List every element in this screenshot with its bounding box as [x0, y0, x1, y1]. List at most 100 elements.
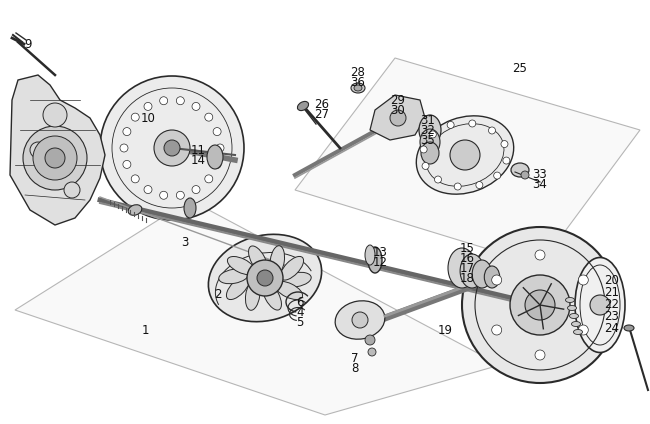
Ellipse shape [263, 283, 281, 310]
Text: 18: 18 [460, 271, 474, 285]
Circle shape [590, 295, 610, 315]
Polygon shape [10, 75, 105, 225]
Circle shape [390, 110, 406, 126]
Text: 19: 19 [437, 324, 452, 337]
Ellipse shape [227, 257, 255, 275]
Circle shape [120, 144, 128, 152]
Circle shape [430, 131, 436, 138]
Ellipse shape [270, 246, 285, 276]
Text: 15: 15 [460, 242, 474, 254]
Text: 1: 1 [141, 324, 149, 337]
Circle shape [205, 175, 213, 183]
Text: 29: 29 [391, 94, 406, 106]
Circle shape [213, 160, 221, 168]
Circle shape [535, 350, 545, 360]
Circle shape [100, 76, 244, 220]
Ellipse shape [335, 301, 385, 339]
Ellipse shape [573, 329, 582, 335]
Circle shape [422, 162, 429, 170]
Text: 31: 31 [421, 114, 436, 126]
Polygon shape [15, 200, 500, 415]
Text: 14: 14 [190, 153, 205, 167]
Circle shape [43, 103, 67, 127]
Ellipse shape [566, 298, 575, 302]
Ellipse shape [472, 260, 492, 288]
Text: 26: 26 [315, 98, 330, 111]
Text: 28: 28 [350, 65, 365, 78]
Text: 21: 21 [604, 285, 619, 298]
Ellipse shape [569, 313, 578, 318]
Ellipse shape [226, 276, 250, 300]
Ellipse shape [420, 129, 440, 155]
Circle shape [510, 275, 570, 335]
Text: 23: 23 [604, 310, 619, 323]
Circle shape [144, 103, 152, 110]
Text: 22: 22 [604, 298, 619, 310]
Circle shape [525, 290, 555, 320]
Circle shape [131, 175, 139, 183]
Ellipse shape [365, 245, 375, 265]
Circle shape [450, 140, 480, 170]
Ellipse shape [209, 234, 322, 322]
Ellipse shape [448, 248, 476, 288]
Circle shape [144, 186, 152, 194]
Circle shape [257, 270, 273, 286]
Circle shape [365, 335, 375, 345]
Circle shape [368, 348, 376, 356]
Ellipse shape [460, 254, 484, 288]
Ellipse shape [511, 163, 529, 177]
Text: 11: 11 [190, 143, 205, 156]
Circle shape [205, 113, 213, 121]
Ellipse shape [368, 247, 382, 273]
Circle shape [578, 275, 588, 285]
Circle shape [23, 126, 87, 190]
Circle shape [123, 160, 131, 168]
Text: 6: 6 [296, 296, 304, 310]
Circle shape [176, 97, 185, 105]
Text: 4: 4 [296, 307, 304, 320]
Text: 32: 32 [421, 123, 436, 137]
Circle shape [216, 144, 224, 152]
Circle shape [420, 146, 427, 153]
Ellipse shape [275, 281, 303, 299]
Circle shape [493, 172, 501, 179]
Ellipse shape [354, 85, 362, 91]
Circle shape [447, 121, 454, 128]
Text: 5: 5 [296, 316, 304, 329]
Text: 20: 20 [604, 273, 619, 287]
Circle shape [352, 312, 368, 328]
Circle shape [434, 176, 441, 183]
Text: 8: 8 [351, 362, 359, 374]
Ellipse shape [281, 272, 311, 287]
Text: 33: 33 [532, 168, 547, 181]
Ellipse shape [207, 145, 223, 169]
Circle shape [491, 325, 502, 335]
Text: 17: 17 [460, 262, 474, 274]
Text: 12: 12 [372, 257, 387, 270]
Circle shape [578, 325, 588, 335]
Ellipse shape [484, 266, 500, 288]
Circle shape [176, 191, 185, 199]
Text: 7: 7 [351, 351, 359, 365]
Text: 3: 3 [181, 235, 188, 248]
Ellipse shape [419, 115, 441, 145]
Circle shape [491, 275, 502, 285]
Ellipse shape [246, 281, 260, 310]
Ellipse shape [248, 246, 267, 273]
Text: 35: 35 [421, 134, 436, 147]
Circle shape [521, 171, 529, 179]
Circle shape [45, 148, 65, 168]
Ellipse shape [280, 257, 304, 280]
Ellipse shape [567, 306, 577, 310]
Circle shape [192, 186, 200, 194]
Ellipse shape [624, 325, 634, 331]
Text: 25: 25 [513, 61, 527, 75]
Circle shape [469, 120, 476, 127]
Ellipse shape [575, 257, 625, 352]
Text: 27: 27 [315, 108, 330, 120]
Ellipse shape [571, 321, 580, 326]
Circle shape [501, 140, 508, 148]
Ellipse shape [298, 101, 309, 111]
Ellipse shape [128, 205, 142, 215]
Ellipse shape [219, 269, 248, 284]
